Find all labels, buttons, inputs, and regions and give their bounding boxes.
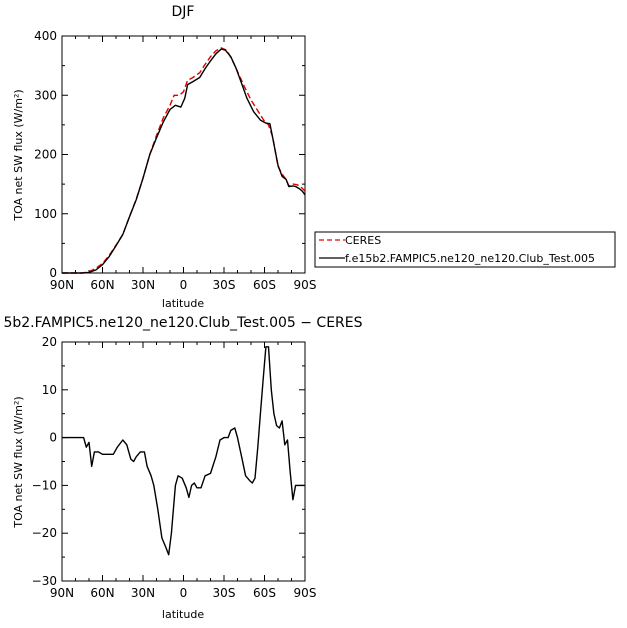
top-ylabel: TOA net SW flux (W/m²) xyxy=(12,89,25,221)
bottom-ytick-label: −20 xyxy=(32,526,57,540)
bottom-plot-frame xyxy=(61,341,306,582)
bottom-ytick-label: 0 xyxy=(49,431,57,445)
bottom-xtick-label: 0 xyxy=(180,586,188,600)
bottom-xtick-label: 90S xyxy=(294,586,317,600)
top-series-line-1 xyxy=(62,48,306,274)
bottom-ytick-label: −10 xyxy=(32,478,57,492)
bottom-series-layer xyxy=(62,346,305,556)
top-plot-frame xyxy=(61,35,306,274)
bottom-xtick-label: 60N xyxy=(90,586,114,600)
bottom-xtick-label: 90N xyxy=(50,586,74,600)
top-xtick-label: 90S xyxy=(294,278,317,292)
legend-box xyxy=(314,231,616,268)
bottom-xtick-label: 60S xyxy=(253,586,276,600)
bottom-xtick-label: 30N xyxy=(131,586,155,600)
top-xtick-label: 30S xyxy=(213,278,236,292)
top-ytick-label: 100 xyxy=(34,207,57,221)
bottom-ytick-label: 20 xyxy=(42,335,57,349)
top-ytick-label: 400 xyxy=(34,29,57,43)
bottom-ytick-label: −30 xyxy=(32,574,57,588)
bottom-ytick-label: 10 xyxy=(42,383,57,397)
top-title: DJF xyxy=(172,4,195,20)
top-xtick-label: 60S xyxy=(253,278,276,292)
legend-label-model: f.e15b2.FAMPIC5.ne120_ne120.Club_Test.00… xyxy=(345,252,595,265)
bottom-xlabel: latitude xyxy=(162,608,204,621)
bottom-title: 5b2.FAMPIC5.ne120_ne120.Club_Test.005 − … xyxy=(3,315,362,331)
top-axis-ticks: 90N 60N 30N 0 30S 60S 90S 0 100 200 300 400 xyxy=(34,29,316,292)
top-xlabel: latitude xyxy=(162,297,204,310)
bottom-ylabel: TOA net SW flux (W/m²) xyxy=(12,396,25,528)
legend: CERES f.e15b2.FAMPIC5.ne120_ne120.Club_T… xyxy=(314,231,616,268)
top-series-line-0 xyxy=(62,47,306,274)
top-xtick-label: 30N xyxy=(131,278,155,292)
top-xtick-label: 0 xyxy=(180,278,188,292)
bottom-series-line-0 xyxy=(62,346,305,556)
bottom-axis-ticks: 90N 60N 30N 0 30S 60S 90S −30 −20 −10 0 10 20 xyxy=(32,335,317,600)
top-ytick-label: 200 xyxy=(34,148,57,162)
legend-label-ceres: CERES xyxy=(345,234,381,247)
top-ytick-label: 0 xyxy=(49,266,57,280)
bottom-panel: 5b2.FAMPIC5.ne120_ne120.Club_Test.005 − … xyxy=(3,315,362,621)
top-ytick-label: 300 xyxy=(34,88,57,102)
top-series-layer xyxy=(62,47,306,274)
top-panel: DJF 90N 60N 30N 0 30S 60S 90S 0 100 200 300 400 lat… xyxy=(12,4,616,310)
top-xtick-label: 90N xyxy=(50,278,74,292)
bottom-xtick-label: 30S xyxy=(213,586,236,600)
top-xtick-label: 60N xyxy=(90,278,114,292)
